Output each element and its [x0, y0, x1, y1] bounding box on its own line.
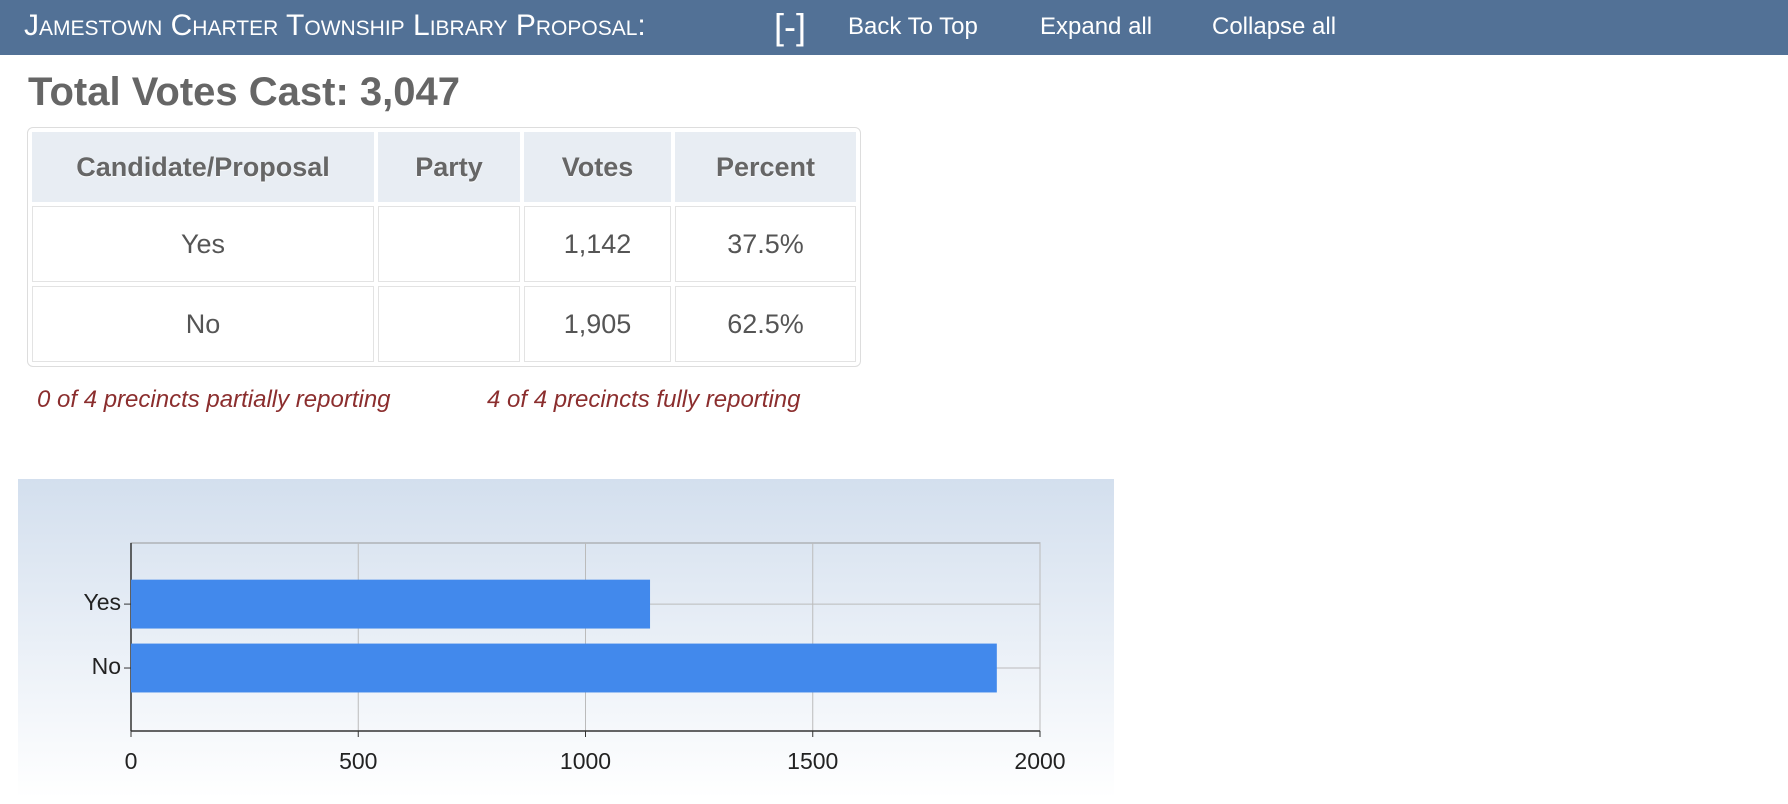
reporting-note: 0 of 4 precincts partially reporting — [37, 386, 391, 413]
x-tick-label: 2000 — [1014, 748, 1065, 774]
table-cell: No — [32, 286, 374, 362]
header-bar: Jamestown Charter Township Library Propo… — [0, 0, 1788, 55]
results-table: Candidate/Proposal Party Votes Percent Y… — [27, 127, 861, 367]
bar — [131, 579, 651, 629]
table-cell — [378, 206, 520, 282]
table-cell: 1,905 — [524, 286, 671, 362]
link[interactable]: Collapse all — [1212, 13, 1337, 40]
x-tick-label: 1500 — [787, 748, 838, 774]
x-tick-label: 1000 — [560, 748, 611, 774]
bar — [131, 643, 997, 693]
chart: 0 500 1000 1500 2000 Yes No — [18, 479, 1114, 798]
column-header: Party — [378, 132, 520, 202]
header-title: Jamestown Charter Township Library Propo… — [24, 9, 646, 42]
column-header: Candidate/Proposal — [32, 132, 374, 202]
table-cell: 1,142 — [524, 206, 671, 282]
table-row: Yes 1,142 37.5% — [32, 206, 856, 282]
column-header: Percent — [675, 132, 856, 202]
column-header: Votes — [524, 132, 671, 202]
link[interactable]: Back To Top — [848, 13, 978, 40]
link[interactable]: Expand all — [1040, 13, 1153, 40]
reporting-note: 4 of 4 precincts fully reporting — [487, 386, 801, 413]
chart-background — [18, 479, 1114, 798]
y-tick-label: No — [92, 653, 121, 679]
table-cell: 62.5% — [675, 286, 856, 362]
collapse-toggle[interactable]: [-] — [774, 6, 806, 47]
x-tick-label: 0 — [125, 748, 138, 774]
table-cell: 37.5% — [675, 206, 856, 282]
x-tick-label: 500 — [339, 748, 377, 774]
y-tick-label: Yes — [83, 589, 121, 615]
total-votes: Total Votes Cast: 3,047 — [28, 70, 460, 114]
table-cell — [378, 286, 520, 362]
table-row: No 1,905 62.5% — [32, 286, 856, 362]
table-cell: Yes — [32, 206, 374, 282]
